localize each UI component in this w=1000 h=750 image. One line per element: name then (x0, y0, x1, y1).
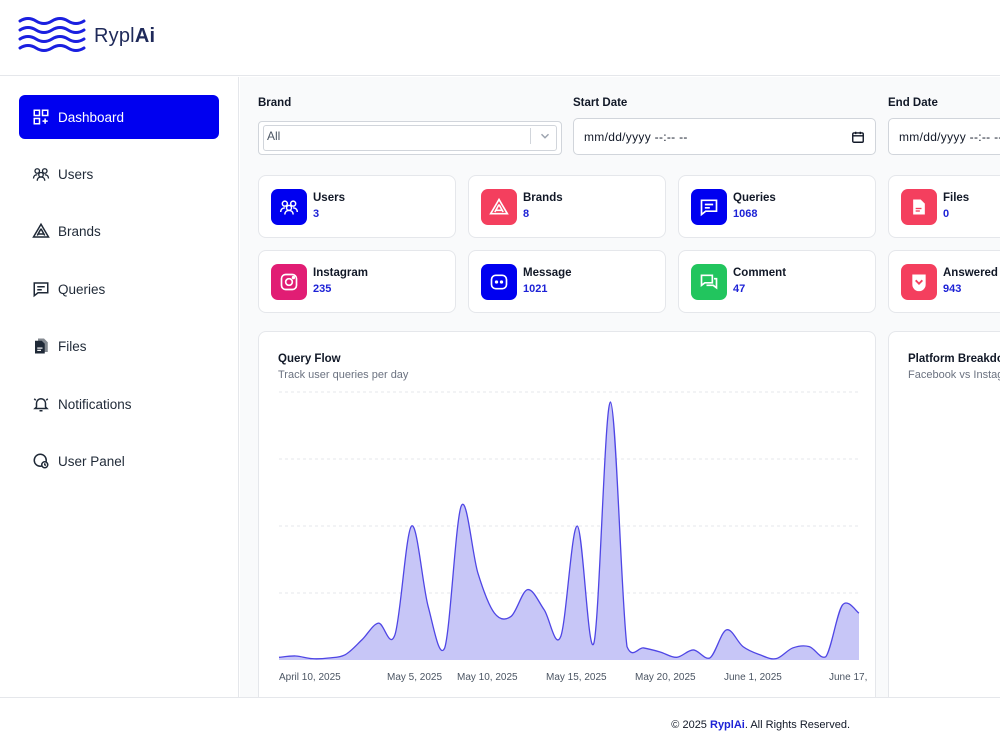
sidebar: Dashboard Users Brands Queries Files Not… (0, 77, 239, 697)
query-flow-chart: April 10, 2025 May 5, 2025 May 10, 2025 May… (278, 391, 869, 683)
end-date-input[interactable]: mm/dd/yyyy --:-- -- (888, 118, 1000, 155)
instagram-icon (271, 264, 307, 300)
sidebar-item-queries[interactable]: Queries (19, 267, 219, 311)
sidebar-item-label: User Panel (58, 453, 125, 469)
sidebar-item-label: Notifications (58, 396, 132, 412)
end-date-value: mm/dd/yyyy --:-- -- (899, 130, 1000, 144)
query-flow-subtitle: Track user queries per day (278, 369, 409, 381)
sidebar-item-label: Files (58, 338, 87, 354)
brand-select-value: All (267, 129, 281, 143)
chart-area-fill (279, 402, 859, 660)
stat-label: Message (523, 267, 572, 279)
query-flow-panel: Query Flow Track user queries per day Ap… (258, 331, 876, 697)
stat-card-instagram[interactable]: Instagram 235 (258, 250, 456, 313)
sidebar-item-user-panel[interactable]: User Panel (19, 439, 219, 483)
dashboard-icon (33, 109, 49, 125)
stat-value: 943 (943, 283, 962, 295)
x-tick-label: May 15, 2025 (546, 672, 607, 683)
stat-label: Files (943, 192, 970, 204)
brand-select-inner (263, 125, 557, 151)
footer-brand-link[interactable]: RyplAi (710, 719, 745, 731)
stat-card-brands[interactable]: Brands 8 (468, 175, 666, 238)
stat-value: 8 (523, 208, 530, 220)
x-tick-label: May 5, 2025 (387, 672, 442, 683)
stat-label: Brands (523, 192, 563, 204)
query-flow-title: Query Flow (278, 353, 341, 365)
stat-label: Comment (733, 267, 787, 279)
stat-value: 47 (733, 283, 746, 295)
waves-logo-icon (18, 17, 86, 52)
sidebar-item-notifications[interactable]: Notifications (19, 382, 219, 426)
brands-icon (32, 222, 50, 238)
footer-copyright: © 2025 RyplAi. All Rights Reserved. (671, 719, 850, 731)
stat-card-message[interactable]: Message 1021 (468, 250, 666, 313)
footer: © 2025 RyplAi. All Rights Reserved. (0, 697, 1000, 750)
message-icon (481, 264, 517, 300)
user-panel-icon (33, 453, 49, 469)
x-tick-label: May 20, 2025 (635, 672, 696, 683)
sidebar-item-dashboard[interactable]: Dashboard (19, 95, 219, 139)
logo-text: RyplAi (94, 24, 156, 47)
stat-card-files[interactable]: Files 0 (888, 175, 1000, 238)
sidebar-item-label: Queries (58, 281, 106, 297)
top-bar: RyplAi (0, 0, 1000, 76)
x-tick-label: June 17, 2025 (829, 672, 869, 683)
sidebar-item-users[interactable]: Users (19, 152, 219, 196)
queries-icon (691, 189, 727, 225)
bell-icon (33, 398, 49, 412)
sidebar-item-files[interactable]: Files (19, 324, 219, 368)
chevron-down-icon[interactable] (538, 129, 552, 143)
sidebar-item-brands[interactable]: Brands (19, 209, 219, 253)
brand-filter-label: Brand (258, 97, 292, 109)
stat-card-comment[interactable]: Comment 47 (678, 250, 876, 313)
stat-value: 3 (313, 208, 320, 220)
main-content: Brand All Start Date mm/dd/yyyy --:-- --… (240, 77, 1000, 697)
sidebar-item-label: Brands (58, 223, 101, 239)
brand-select[interactable]: All (258, 121, 562, 155)
x-tick-label: May 10, 2025 (457, 672, 518, 683)
platform-breakdown-title: Platform Breakdown (908, 353, 1000, 365)
start-date-input[interactable]: mm/dd/yyyy --:-- -- (573, 118, 876, 155)
platform-breakdown-subtitle: Facebook vs Instagram (908, 369, 1000, 381)
comment-icon (691, 264, 727, 300)
stat-label: Answered (943, 267, 998, 279)
stat-label: Queries (733, 192, 776, 204)
stat-card-answered[interactable]: Answered 943 (888, 250, 1000, 313)
platform-breakdown-panel: Platform Breakdown Facebook vs Instagram (888, 331, 1000, 697)
start-date-label: Start Date (573, 97, 628, 109)
calendar-icon[interactable] (851, 130, 865, 144)
stat-value: 1068 (733, 208, 758, 220)
chart-series-line (278, 401, 860, 660)
sidebar-item-label: Users (58, 166, 94, 182)
stat-value: 0 (943, 208, 950, 220)
stat-card-queries[interactable]: Queries 1068 (678, 175, 876, 238)
stat-value: 235 (313, 283, 332, 295)
end-date-label: End Date (888, 97, 938, 109)
files-icon (901, 189, 937, 225)
queries-icon (33, 282, 49, 298)
stat-value: 1021 (523, 283, 548, 295)
select-separator (530, 128, 531, 144)
sidebar-item-label: Dashboard (58, 109, 125, 125)
files-icon (35, 338, 48, 354)
users-icon (271, 189, 307, 225)
start-date-value: mm/dd/yyyy --:-- -- (584, 130, 688, 144)
brands-icon (481, 189, 517, 225)
users-icon (32, 168, 50, 181)
stat-card-users[interactable]: Users 3 (258, 175, 456, 238)
x-tick-label: April 10, 2025 (279, 672, 341, 683)
stat-label: Instagram (313, 267, 368, 279)
stat-label: Users (313, 192, 345, 204)
logo[interactable]: RyplAi (18, 15, 155, 57)
x-tick-label: June 1, 2025 (724, 672, 782, 683)
answered-icon (901, 264, 937, 300)
